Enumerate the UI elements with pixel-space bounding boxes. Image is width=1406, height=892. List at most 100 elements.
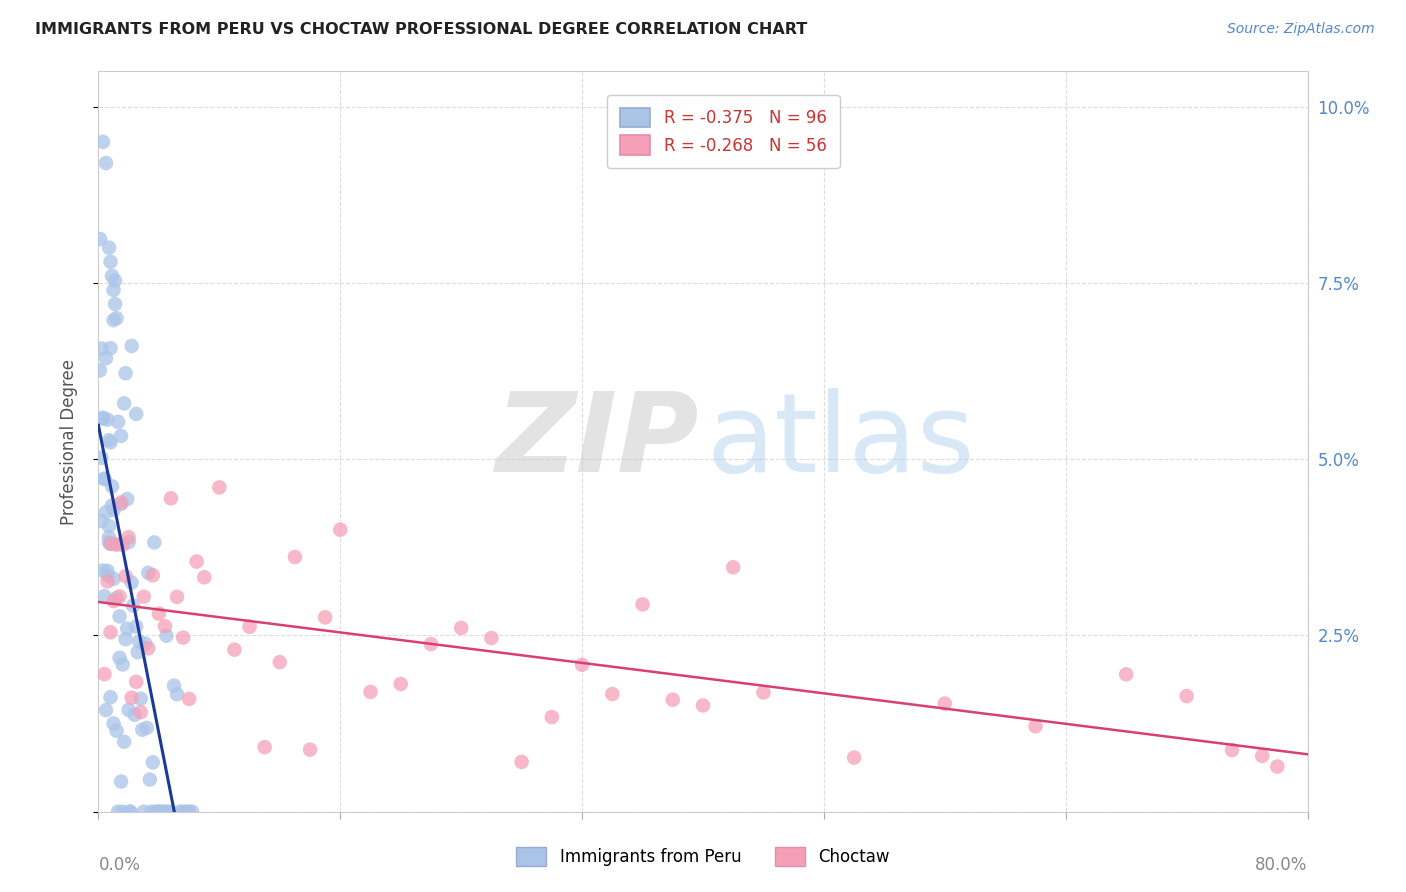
Point — [96, 412, 118, 426]
Point — [98, 531, 121, 545]
Point — [129, 705, 152, 719]
Point — [93, 667, 115, 681]
Point — [1267, 759, 1289, 773]
Point — [239, 620, 262, 634]
Point — [253, 740, 276, 755]
Point — [115, 622, 138, 636]
Point — [105, 591, 128, 605]
Point — [103, 283, 125, 297]
Point — [101, 499, 124, 513]
Point — [111, 657, 134, 672]
Point — [125, 674, 148, 689]
Point — [114, 632, 136, 647]
Point — [181, 805, 204, 819]
Point — [122, 599, 145, 613]
Point — [329, 523, 352, 537]
Point — [179, 692, 201, 706]
Point — [105, 723, 128, 738]
Point — [98, 433, 121, 447]
Point — [108, 590, 131, 604]
Point — [91, 564, 114, 578]
Point — [127, 645, 149, 659]
Point — [100, 690, 122, 705]
Point — [420, 637, 443, 651]
Point — [1024, 719, 1046, 733]
Point — [90, 342, 112, 356]
Point — [112, 735, 135, 749]
Point — [934, 697, 956, 711]
Point — [141, 805, 163, 819]
Point — [142, 756, 165, 770]
Point — [100, 536, 122, 550]
Point — [481, 631, 503, 645]
Point — [98, 241, 121, 255]
Point — [148, 805, 170, 819]
Text: 80.0%: 80.0% — [1256, 856, 1308, 874]
Point — [118, 535, 141, 549]
Point — [692, 698, 714, 713]
Point — [450, 621, 472, 635]
Point — [110, 495, 132, 509]
Point — [101, 479, 124, 493]
Point — [153, 805, 176, 819]
Point — [179, 805, 201, 819]
Point — [90, 450, 112, 465]
Point — [91, 411, 114, 425]
Point — [90, 514, 112, 528]
Point — [571, 657, 593, 672]
Point — [110, 774, 132, 789]
Point — [1220, 743, 1243, 757]
Point — [128, 634, 150, 648]
Point — [118, 703, 141, 717]
Point — [100, 537, 122, 551]
Point — [91, 135, 114, 149]
Point — [153, 619, 176, 633]
Point — [156, 805, 179, 819]
Point — [172, 631, 194, 645]
Point — [150, 805, 173, 819]
Point — [269, 655, 291, 669]
Point — [98, 519, 121, 533]
Point — [146, 805, 169, 819]
Point — [94, 351, 117, 366]
Point — [132, 590, 155, 604]
Point — [100, 435, 122, 450]
Point — [93, 472, 115, 486]
Point — [108, 650, 131, 665]
Point — [631, 598, 654, 612]
Point — [100, 341, 122, 355]
Point — [101, 268, 124, 283]
Point — [96, 568, 118, 582]
Point — [172, 805, 194, 819]
Point — [104, 297, 127, 311]
Point — [121, 690, 143, 705]
Point — [118, 530, 141, 544]
Point — [107, 805, 129, 819]
Point — [224, 642, 246, 657]
Point — [105, 311, 128, 326]
Point — [149, 805, 172, 819]
Point — [186, 555, 208, 569]
Point — [166, 687, 188, 701]
Point — [723, 560, 745, 574]
Text: ZIP: ZIP — [496, 388, 699, 495]
Point — [105, 538, 128, 552]
Point — [103, 313, 125, 327]
Point — [193, 570, 215, 584]
Point — [91, 410, 114, 425]
Point — [844, 750, 866, 764]
Point — [121, 575, 143, 590]
Point — [100, 254, 122, 268]
Point — [98, 535, 121, 549]
Point — [96, 564, 118, 578]
Point — [94, 505, 117, 519]
Point — [752, 685, 775, 699]
Y-axis label: Professional Degree: Professional Degree — [59, 359, 77, 524]
Point — [208, 480, 231, 494]
Point — [103, 503, 125, 517]
Point — [103, 594, 125, 608]
Point — [112, 396, 135, 410]
Point — [104, 537, 127, 551]
Point — [108, 609, 131, 624]
Point — [89, 363, 111, 377]
